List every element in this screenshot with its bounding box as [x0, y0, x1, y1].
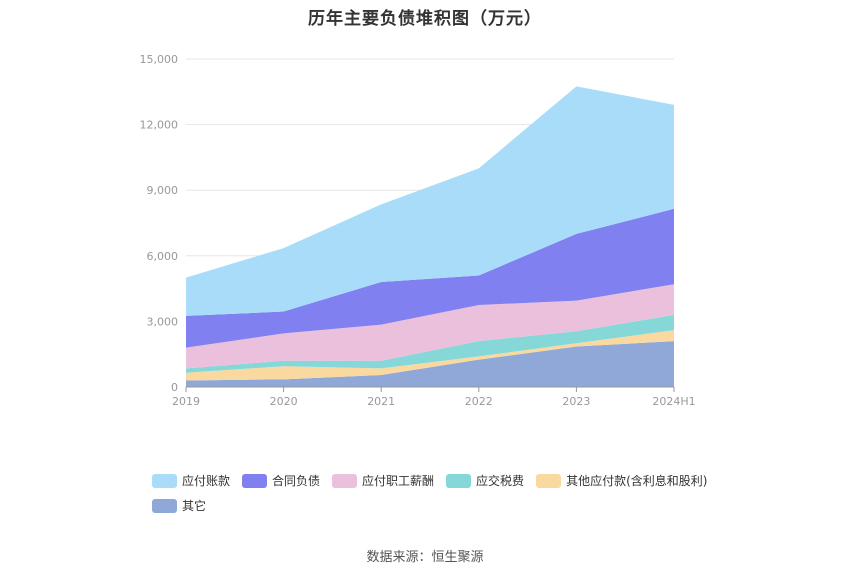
legend-swatch	[242, 473, 268, 488]
legend-label: 其它	[182, 499, 207, 513]
legend-swatch	[152, 473, 177, 488]
legend-label: 应交税费	[476, 474, 525, 488]
y-tick-label: 15,000	[140, 53, 179, 66]
legend-item[interactable]: 其他应付款(含利息和股利)	[536, 472, 707, 489]
area-series	[186, 86, 674, 387]
x-tick-label: 2020	[270, 395, 298, 408]
area-应交税费[interactable]	[186, 314, 674, 373]
x-tick-label: 2019	[172, 395, 200, 408]
y-tick-label: 9,000	[147, 184, 179, 197]
x-tick-label: 2021	[367, 395, 395, 408]
legend-swatch	[332, 473, 358, 488]
legend-label: 其他应付款(含利息和股利)	[566, 474, 708, 488]
legend-label: 应付职工薪酬	[362, 474, 435, 488]
legend-swatch	[152, 498, 177, 513]
legend-swatch	[536, 473, 562, 488]
y-tick-label: 0	[171, 381, 178, 394]
x-tick-label: 2024H1	[652, 395, 695, 408]
area-应付账款[interactable]	[186, 86, 674, 316]
legend-label: 合同负债	[272, 474, 321, 488]
area-合同负债[interactable]	[186, 208, 674, 348]
legend-item[interactable]: 其它	[152, 497, 206, 514]
legend-item[interactable]: 应付职工薪酬	[332, 472, 434, 489]
source-note: 数据来源：恒生聚源	[366, 550, 484, 565]
y-tick-label: 12,000	[140, 119, 179, 132]
legend-item[interactable]: 合同负债	[242, 472, 320, 489]
legend-label: 应付账款	[182, 474, 231, 488]
legend-swatch	[446, 473, 472, 488]
stacked-area-chart: 0 3,000 6,000 9,000 12,000 15,000 2019 2020 2021…	[140, 53, 696, 408]
chart-title: 历年主要负债堆积图（万元）	[308, 9, 542, 29]
x-tick-label: 2022	[465, 395, 493, 408]
y-tick-label: 6,000	[147, 250, 179, 263]
y-tick-label: 3,000	[147, 315, 179, 328]
area-其它[interactable]	[186, 341, 674, 387]
axes: 0 3,000 6,000 9,000 12,000 15,000 2019 2020 2021…	[140, 53, 696, 408]
legend-item[interactable]: 应付账款	[152, 472, 230, 489]
legend: 应付账款 合同负债 应付职工薪酬 应交税费 其他应付款(含利息和股利) 其它	[152, 472, 752, 514]
x-tick-label: 2023	[562, 395, 590, 408]
area-其他应付款(含利息和股利)[interactable]	[186, 330, 674, 381]
legend-item[interactable]: 应交税费	[446, 472, 524, 489]
area-应付职工薪酬[interactable]	[186, 284, 674, 369]
